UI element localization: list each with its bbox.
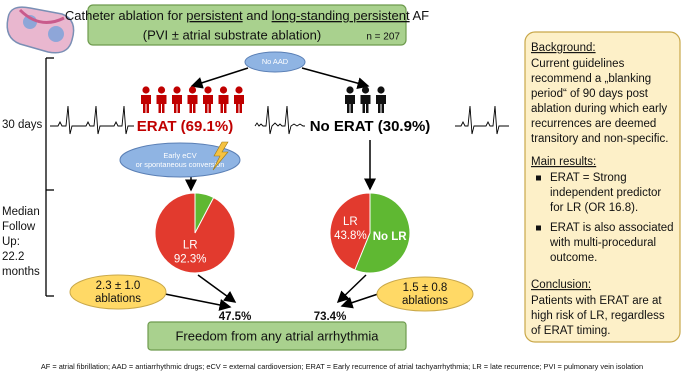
sidebar-text: outcome.	[550, 252, 597, 264]
ablation-ellipse	[69, 274, 167, 310]
pie-rest-label: No LR	[373, 231, 408, 243]
person-icon	[235, 86, 243, 94]
sidebar-text: recurrences are deemed	[531, 118, 656, 130]
pie-wedge	[329, 192, 371, 271]
title-part: long-standing persistent	[272, 8, 410, 23]
freedom-rate: 47.5%	[219, 311, 252, 323]
followup-label: 22.2	[2, 251, 24, 263]
sidebar-text: period“ of 90 days post	[531, 88, 649, 100]
arrows	[159, 67, 379, 311]
sidebar-text: for LR (OR 16.8).	[550, 202, 638, 214]
branch-label: No AAD	[262, 57, 288, 66]
ablation-ellipse	[376, 276, 474, 312]
sidebar-text: transitory and non-specific.	[531, 133, 668, 145]
sidebar-text: Current guidelines	[531, 58, 625, 70]
sidebar-text: ERAT = Strong	[550, 172, 627, 184]
title-part: AF	[410, 8, 430, 23]
freedom-rate: 73.4%	[314, 311, 347, 323]
sidebar-text: ERAT is also associated	[550, 222, 674, 234]
title-part: persistent	[186, 8, 243, 23]
pie-wedge	[154, 192, 236, 274]
person-icon	[187, 95, 198, 113]
sidebar-heading: Main results:	[531, 156, 596, 168]
followup-label: Median	[2, 206, 40, 218]
sidebar-text: ablation during which early	[531, 103, 667, 115]
sidebar-heading: Background:	[531, 42, 596, 54]
person-icon	[234, 95, 244, 113]
bullet	[536, 225, 541, 231]
person-icon	[156, 95, 167, 113]
timeline-bracket	[45, 57, 54, 297]
ecg	[50, 105, 509, 135]
title-part: Catheter ablation for	[65, 8, 186, 23]
ablation-label: 1.5 ± 0.8	[403, 282, 448, 294]
person-icon	[218, 95, 229, 113]
pie-label: LR	[343, 216, 358, 228]
title: Catheter ablation for persistent and lon…	[65, 8, 429, 23]
outcome: Freedom from any atrial arrhythmia	[175, 328, 379, 343]
sidebar-text: recommend a „blanking	[531, 73, 651, 85]
person-icon	[345, 95, 355, 113]
sidebar-heading: Conclusion:	[531, 279, 591, 291]
branch-ellipse	[244, 51, 306, 73]
subtitle: (PVI ± atrial substrate ablation)	[143, 27, 321, 42]
sample-size: n = 207	[366, 32, 400, 43]
person-icon	[377, 86, 385, 94]
pie-value: 92.3%	[174, 253, 207, 265]
person-icon	[173, 86, 181, 94]
person-icon	[188, 86, 197, 94]
title-box	[87, 4, 407, 46]
sidebar-text: with multi-procedural	[549, 237, 656, 249]
followup-label: Follow	[2, 221, 36, 233]
person-icon	[204, 86, 212, 94]
followup-label: Up:	[2, 236, 20, 248]
group-label: ERAT (69.1%)	[137, 118, 233, 135]
title-part: and	[243, 8, 272, 23]
person-icon	[219, 86, 228, 94]
pie-label: LR	[183, 239, 198, 251]
group-label: No ERAT (30.9%)	[310, 118, 431, 135]
person-icon	[141, 95, 151, 113]
followup-label: months	[2, 266, 40, 278]
sidebar-text: Patients with ERAT are at	[531, 295, 662, 307]
person-icon	[346, 86, 354, 94]
sidebar-box	[524, 31, 681, 343]
conversion-label: or spontaneous conversion	[136, 160, 225, 169]
ablation-label: ablations	[402, 295, 448, 307]
person-icon	[360, 95, 371, 113]
person-icon	[172, 95, 182, 113]
person-icon	[142, 86, 150, 94]
lightning-icon	[212, 141, 229, 171]
person-icon	[361, 86, 370, 94]
bullet	[536, 175, 541, 181]
conversion-ellipse	[119, 142, 241, 178]
ablation-label: 2.3 ± 1.0	[96, 280, 141, 292]
outcome-box	[147, 321, 407, 351]
sidebar-text: independent predictor	[550, 187, 661, 199]
person-icon	[157, 86, 166, 94]
footnote: AF = atrial fibrillation; AAD = antiarrh…	[41, 362, 643, 371]
sidebar-text: of ERAT timing.	[531, 325, 610, 337]
heart-icon	[6, 6, 75, 54]
timeline-label: 30 days	[2, 119, 43, 131]
person-icon	[376, 95, 386, 113]
pie-value: 43.8%	[334, 230, 367, 242]
ablation-label: ablations	[95, 293, 141, 305]
person-icon	[203, 95, 213, 113]
conversion-label: Early eCV	[163, 151, 196, 160]
sidebar-text: high risk of LR, regardless	[531, 310, 665, 322]
